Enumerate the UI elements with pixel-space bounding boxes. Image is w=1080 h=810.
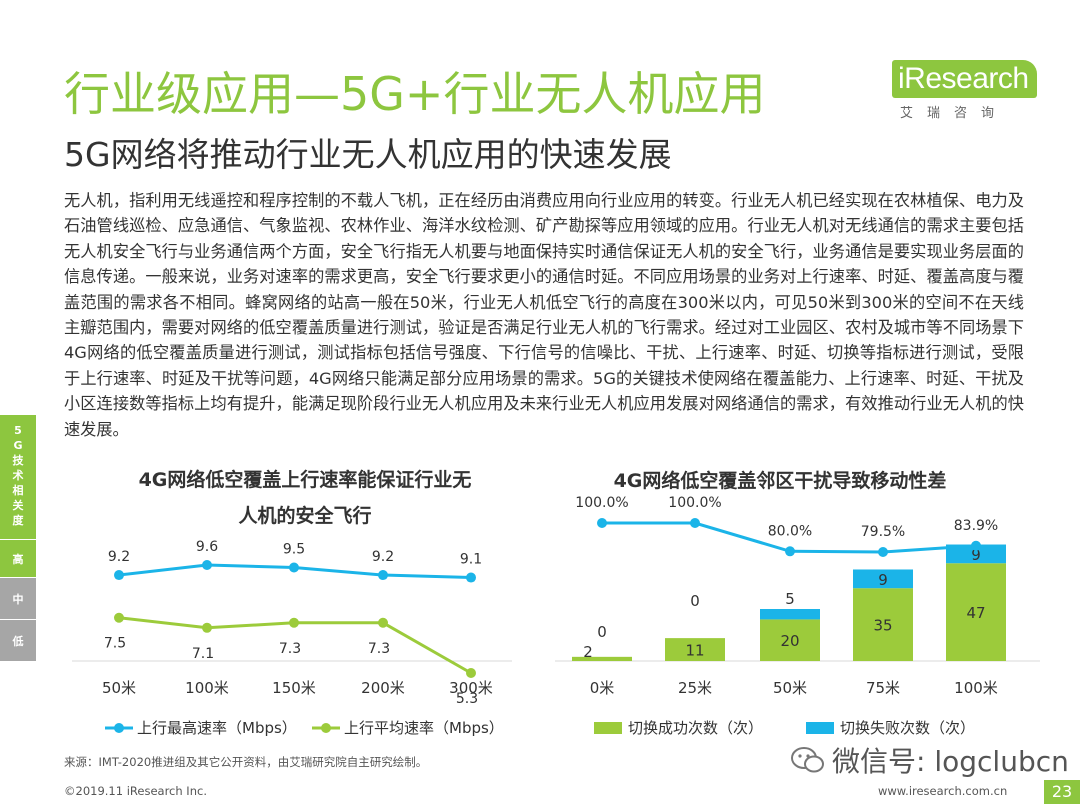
chart2-bar-success: [946, 563, 1006, 661]
wechat-watermark: 微信号: logclubcn: [790, 740, 1069, 780]
chart2-rate-label: 100.0%: [668, 495, 721, 511]
chart2-rate-label: 100.0%: [575, 495, 628, 511]
chart2-failure-label: 5: [785, 590, 795, 608]
copyright: ©2019.11 iResearch Inc.: [64, 784, 207, 798]
website-link[interactable]: www.iresearch.com.cn: [878, 784, 1008, 798]
chart1-legend-2-marker: [312, 722, 340, 733]
chart1-legend-1-label: 上行最高速率（Mbps）: [137, 719, 297, 737]
chart2-failure-label: 9: [878, 571, 888, 589]
chart1-point: [466, 572, 476, 583]
chart1-legend-2-label: 上行平均速率（Mbps）: [344, 719, 504, 737]
side-tab-category-label: 5G技术相关度: [12, 424, 24, 527]
chart1-line-chart: 9.2 9.6 9.5 9.2 9.1 7.5 7.1 7.3 7.3 5.3 50米 100米 150…: [72, 539, 512, 705]
chart2-bar-success: [760, 619, 820, 661]
chart1-data-label: 7.1: [192, 646, 214, 662]
iresearch-logo: iResearch 艾瑞咨询: [892, 56, 1042, 126]
chart2-bar-success: [665, 638, 725, 661]
page-subtitle: 5G网络将推动行业无人机应用的快速发展: [64, 135, 672, 174]
chart1-point: [114, 570, 124, 581]
chart2-success-label: 47: [966, 604, 985, 622]
chart1-point: [202, 622, 212, 633]
chart2-rate-point: [690, 518, 700, 528]
chart1-point: [378, 617, 388, 628]
logo-brand: iResearch: [892, 60, 1037, 98]
chart1-point: [202, 560, 212, 570]
chart2-x-tick-label: 100米: [954, 679, 998, 697]
wechat-id: 微信号: logclubcn: [832, 745, 1069, 778]
side-tab-high[interactable]: 高: [0, 539, 36, 577]
chart1-data-label: 7.3: [368, 641, 390, 657]
chart2-legend-2-swatch: [806, 721, 834, 734]
chart2-success-label: 11: [685, 642, 704, 660]
chart2-bar-failure: [946, 544, 1006, 564]
chart1-title: 4G网络低空覆盖上行速率能保证行业无 人机的安全飞行: [90, 462, 520, 534]
chart2-rate-point: [597, 518, 607, 528]
chart2-failure-label: 0: [690, 592, 700, 610]
chart1-x-tick-label: 100米: [185, 679, 229, 697]
chart1-point: [289, 562, 299, 573]
chart2-success-label: 2: [583, 643, 593, 661]
chart2-x-tick-label: 50米: [773, 679, 807, 697]
chart2-rate-point: [878, 547, 888, 557]
chart2-legend-2: 切换失败次数（次）: [806, 717, 975, 738]
chart2-bar-success: [572, 656, 632, 661]
source-note: 来源：IMT-2020推进组及其它公开资料，由艾瑞研究院自主研究绘制。: [64, 755, 428, 769]
chart1-point: [378, 570, 388, 581]
chart2-rate-label: 83.9%: [954, 518, 998, 534]
chart1-data-label: 7.3: [279, 641, 301, 657]
chart1-data-label: 9.1: [460, 552, 482, 568]
side-tab-low[interactable]: 低: [0, 619, 36, 661]
chart2-bar-success: [853, 588, 913, 661]
chart2-title: 4G网络低空覆盖邻区干扰导致移动性差: [613, 470, 947, 492]
page-number: 23: [1044, 780, 1080, 804]
chart2-legend-1-swatch: [594, 721, 622, 734]
chart2-x-tick-label: 75米: [866, 679, 900, 697]
wechat-icon: [791, 747, 824, 773]
chart1-data-label: 5.3: [456, 691, 478, 705]
chart2-failure-label: 0: [597, 623, 607, 641]
chart1-x-tick-label: 200米: [361, 679, 405, 697]
chart2-x-tick-label: 0米: [590, 679, 615, 697]
chart2-rate-point: [971, 540, 981, 551]
chart2-legend-1-label: 切换成功次数（次）: [628, 719, 764, 737]
chart2-failure-label: 9: [971, 546, 981, 564]
chart1-data-label: 9.6: [196, 539, 218, 555]
chart2-legend-1: 切换成功次数（次）: [594, 717, 763, 738]
chart1-data-label: 9.5: [283, 542, 305, 558]
chart1-legend-1-marker: [105, 722, 133, 733]
chart1-title-line1: 4G网络低空覆盖上行速率能保证行业无: [138, 469, 472, 491]
chart1-x-tick-label: 50米: [102, 679, 136, 697]
chart1-data-label: 9.2: [372, 549, 394, 565]
chart2-rate-label: 80.0%: [768, 523, 812, 539]
side-tab-category: 5G技术相关度: [0, 415, 36, 539]
chart2-bar-failure: [760, 609, 820, 620]
chart2-success-label: 20: [780, 632, 799, 650]
page-title: 行业级应用—5G+行业无人机应用: [64, 67, 766, 121]
chart1-point: [289, 617, 299, 628]
chart2-legend-2-label: 切换失败次数（次）: [840, 719, 976, 737]
chart1-point: [466, 668, 476, 678]
chart2-x-tick-label: 25米: [678, 679, 712, 697]
chart2-rate-label: 79.5%: [861, 524, 905, 540]
chart1-x-tick-label: 300米: [449, 679, 493, 697]
chart1-data-label: 9.2: [108, 549, 130, 565]
side-tabs: 5G技术相关度 高 中 低: [0, 415, 36, 661]
body-paragraph: 无人机，指利用无线遥控和程序控制的不载人飞机，正在经历由消费应用向行业应用的转变…: [64, 191, 1024, 439]
chart2-success-label: 35: [873, 617, 892, 635]
chart1-legend-2: 上行平均速率（Mbps）: [312, 717, 504, 738]
chart1-data-label: 7.5: [104, 636, 126, 652]
chart1-title-line2: 人机的安全飞行: [238, 505, 372, 527]
side-tab-medium[interactable]: 中: [0, 577, 36, 619]
chart1-legend-1: 上行最高速率（Mbps）: [105, 717, 297, 738]
chart1-point: [114, 612, 124, 623]
chart2-bar-failure: [853, 569, 913, 589]
chart2-rate-point: [785, 546, 795, 557]
logo-sub: 艾瑞咨询: [900, 106, 1009, 121]
chart1-x-tick-label: 150米: [272, 679, 316, 697]
